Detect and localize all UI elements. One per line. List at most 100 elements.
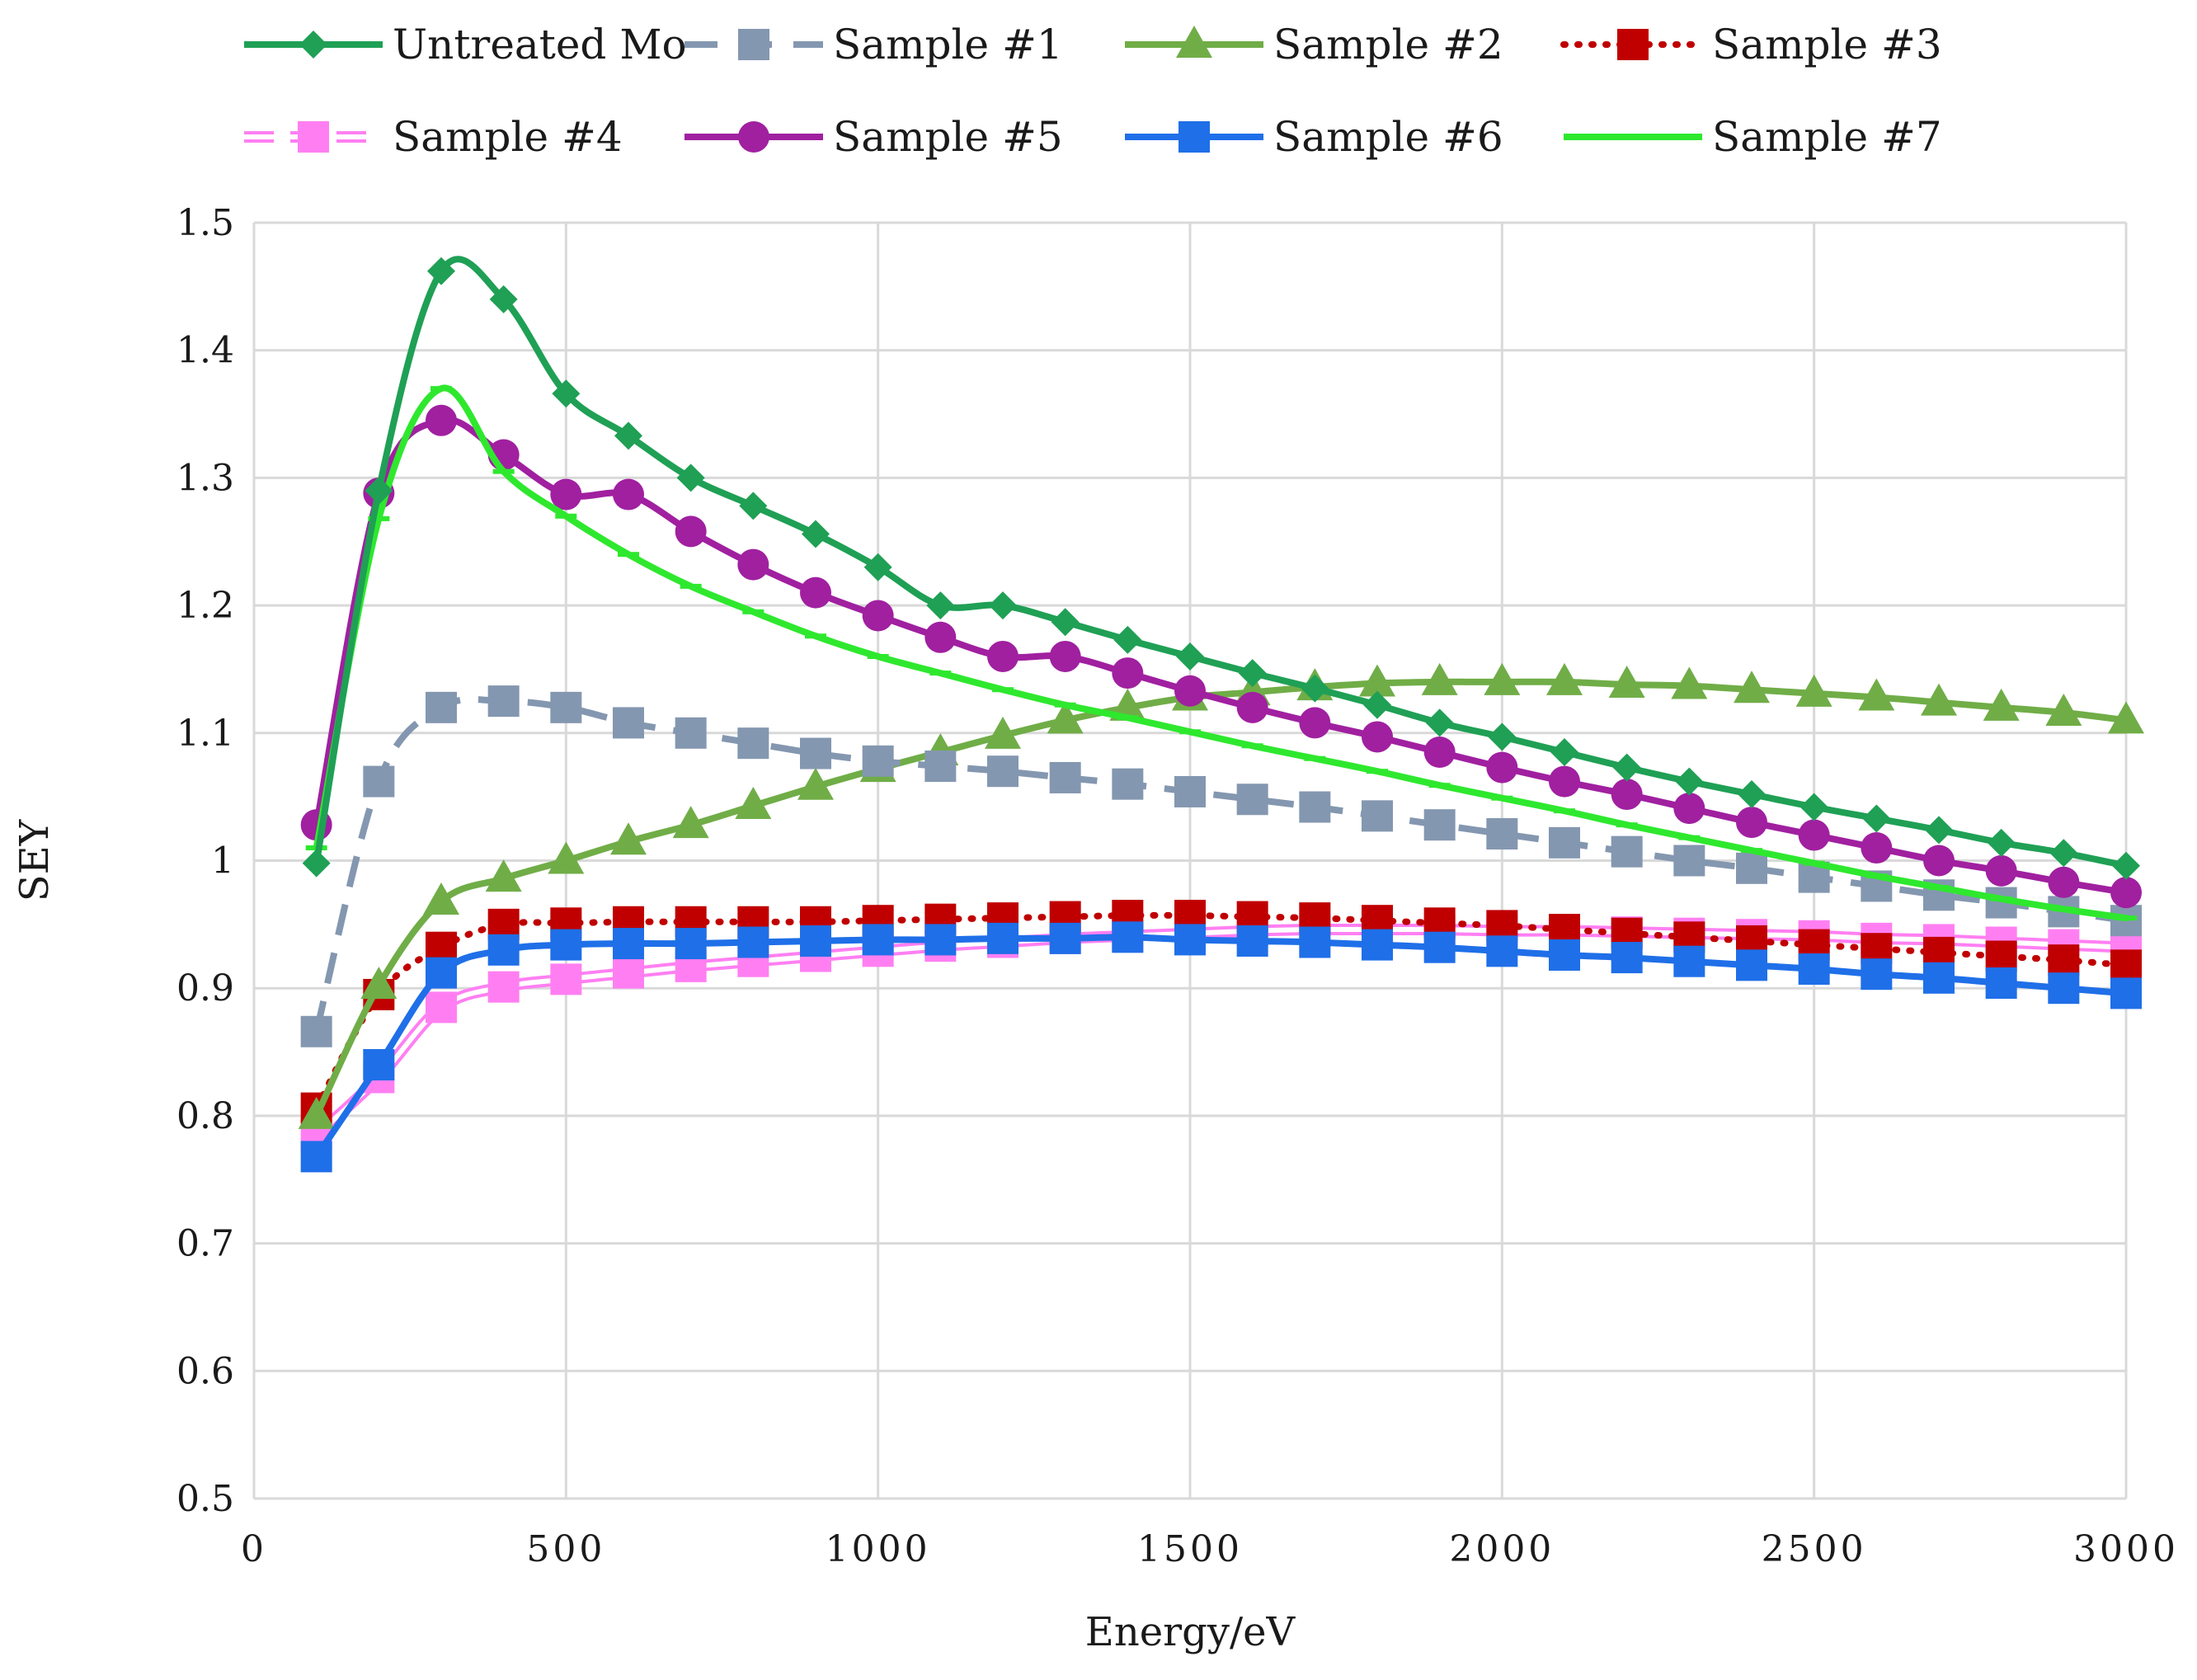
data-point bbox=[298, 1096, 335, 1129]
data-point bbox=[2048, 944, 2080, 976]
data-point bbox=[1734, 671, 1770, 704]
y-tick-label: 1.4 bbox=[176, 330, 234, 372]
data-point bbox=[1612, 753, 1641, 782]
data-point bbox=[1858, 678, 1895, 711]
data-point bbox=[2108, 701, 2144, 734]
data-point bbox=[1362, 800, 1393, 832]
data-point bbox=[1673, 945, 1705, 977]
data-point bbox=[1861, 832, 1893, 864]
data-point bbox=[1425, 708, 1454, 737]
data-point bbox=[1736, 949, 1767, 981]
data-point bbox=[742, 609, 764, 614]
x-tick-label: 500 bbox=[526, 1528, 605, 1570]
legend-entry: Sample #4 bbox=[244, 113, 623, 161]
data-point bbox=[1049, 761, 1081, 793]
data-point bbox=[2112, 851, 2140, 880]
series-untreated-mo bbox=[302, 256, 2140, 880]
data-point bbox=[1611, 779, 1643, 811]
data-point bbox=[2110, 977, 2142, 1009]
series-sample-5 bbox=[300, 404, 2142, 909]
legend-entry: Sample #6 bbox=[1125, 113, 1503, 161]
data-point bbox=[1928, 884, 1950, 890]
data-point bbox=[924, 924, 957, 956]
data-point bbox=[862, 600, 894, 632]
data-point bbox=[487, 971, 520, 1003]
series-line bbox=[313, 934, 2129, 1160]
data-point bbox=[738, 121, 769, 153]
data-point bbox=[363, 765, 395, 798]
data-point bbox=[1174, 675, 1206, 707]
data-point bbox=[1236, 925, 1268, 957]
data-point bbox=[1486, 818, 1518, 850]
series-sample-3 bbox=[300, 900, 2142, 1124]
data-point bbox=[1923, 845, 1955, 877]
data-point bbox=[1421, 662, 1458, 695]
x-tick-label: 1500 bbox=[1137, 1528, 1243, 1570]
data-point bbox=[735, 786, 772, 819]
data-point bbox=[423, 882, 459, 915]
data-point bbox=[797, 767, 834, 800]
legend-label: Sample #6 bbox=[1273, 113, 1503, 161]
data-point bbox=[1112, 768, 1144, 800]
data-point bbox=[1550, 738, 1578, 767]
data-point bbox=[1488, 722, 1517, 751]
grid-lines bbox=[252, 221, 2128, 1500]
data-point bbox=[1675, 767, 1704, 796]
series-line bbox=[313, 384, 2129, 922]
data-point bbox=[1299, 791, 1331, 823]
legend-label: Sample #2 bbox=[1273, 21, 1503, 68]
data-point bbox=[1985, 967, 2017, 1000]
data-point bbox=[368, 515, 390, 521]
data-point bbox=[613, 707, 644, 739]
data-point bbox=[1362, 721, 1393, 753]
y-tick-label: 0.9 bbox=[176, 967, 234, 1009]
data-point bbox=[1176, 642, 1204, 671]
y-tick-label: 0.6 bbox=[176, 1350, 234, 1392]
data-point bbox=[1985, 854, 2017, 887]
legend-entry: Sample #2 bbox=[1125, 21, 1503, 68]
data-point bbox=[1673, 845, 1705, 877]
data-point bbox=[1741, 848, 1762, 854]
data-point bbox=[1549, 765, 1580, 798]
data-point bbox=[299, 31, 327, 59]
data-point bbox=[1362, 929, 1393, 961]
data-point bbox=[1987, 828, 2016, 857]
data-point bbox=[1299, 926, 1331, 958]
data-point bbox=[555, 513, 577, 519]
data-point bbox=[1736, 852, 1767, 884]
data-point bbox=[1799, 793, 1828, 821]
data-point bbox=[862, 745, 894, 777]
data-point bbox=[548, 841, 585, 874]
legend-entry: Sample #1 bbox=[685, 21, 1063, 68]
y-tick-label: 1.2 bbox=[176, 585, 234, 627]
data-point bbox=[489, 285, 518, 313]
series-group bbox=[298, 256, 2144, 1173]
x-tick-label: 0 bbox=[241, 1528, 267, 1570]
data-point bbox=[1546, 662, 1583, 695]
data-point bbox=[1985, 940, 2017, 972]
y-tick-label: 1.5 bbox=[176, 202, 234, 244]
data-point bbox=[1178, 121, 1210, 153]
legend-label: Untreated Mo bbox=[393, 21, 687, 68]
y-tick-label: 1 bbox=[211, 840, 234, 882]
x-tick-label: 2000 bbox=[1449, 1528, 1555, 1570]
data-point bbox=[1051, 608, 1080, 637]
data-point bbox=[924, 751, 957, 783]
data-point bbox=[1736, 807, 1767, 839]
data-point bbox=[1611, 835, 1643, 868]
data-point bbox=[737, 727, 769, 760]
data-point bbox=[929, 671, 952, 676]
data-point bbox=[987, 922, 1019, 954]
data-point bbox=[1423, 809, 1456, 841]
data-point bbox=[1484, 662, 1521, 695]
legend: Untreated Mo Sample #1 Sample #2 Sample #3 S… bbox=[244, 21, 1942, 161]
series-line bbox=[313, 678, 2129, 1119]
data-point bbox=[360, 967, 398, 1000]
data-point bbox=[1608, 666, 1645, 699]
y-tick-label: 0.8 bbox=[176, 1095, 234, 1137]
data-point bbox=[1174, 775, 1206, 807]
data-point bbox=[926, 591, 955, 620]
data-point bbox=[2110, 877, 2142, 909]
data-point bbox=[363, 1049, 395, 1081]
